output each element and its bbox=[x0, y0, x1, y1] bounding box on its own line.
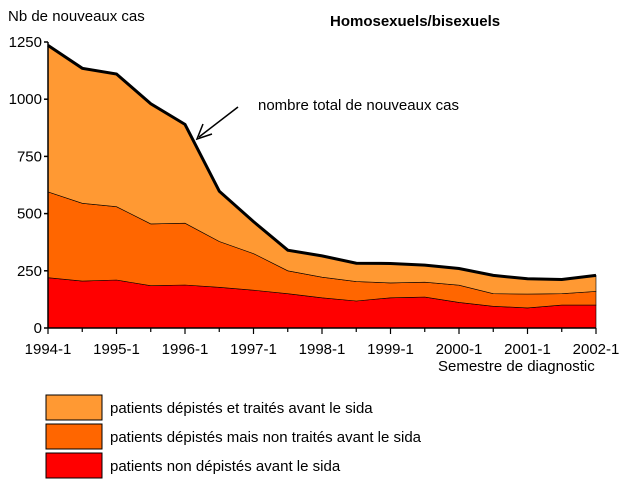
y-tick-label: 250 bbox=[17, 263, 42, 280]
y-tick-label: 1250 bbox=[9, 34, 42, 51]
legend: patients dépistés et traités avant le si… bbox=[45, 394, 422, 479]
legend-label: patients non dépistés avant le sida bbox=[110, 458, 341, 475]
x-tick-label: 1997-1 bbox=[230, 341, 277, 358]
x-tick-label: 2000-1 bbox=[436, 341, 483, 358]
annotation: nombre total de nouveaux cas bbox=[195, 97, 459, 141]
y-tick-label: 500 bbox=[17, 206, 42, 223]
y-axis-label: Nb de nouveaux cas bbox=[8, 8, 145, 25]
legend-swatch bbox=[45, 423, 103, 450]
total-line bbox=[47, 44, 597, 282]
annotation-arrow-head bbox=[195, 123, 213, 141]
annotation-arrow-shaft bbox=[198, 106, 239, 138]
x-axis-label: Semestre de diagnostic bbox=[438, 358, 595, 375]
x-tick-label: 1999-1 bbox=[367, 341, 414, 358]
x-tick-label: 1995-1 bbox=[93, 341, 140, 358]
legend-swatch bbox=[45, 394, 103, 421]
legend-swatch bbox=[45, 452, 103, 479]
x-tick-label: 1996-1 bbox=[162, 341, 209, 358]
y-tick-label: 1000 bbox=[9, 91, 42, 108]
legend-label: patients dépistés et traités avant le si… bbox=[110, 400, 373, 417]
x-tick-label: 1994-1 bbox=[25, 341, 72, 358]
chart-title: Homosexuels/bisexuels bbox=[330, 13, 500, 30]
y-tick-label: 0 bbox=[34, 320, 42, 337]
x-tick-label: 2002-1 bbox=[573, 341, 620, 358]
legend-label: patients dépistés mais non traités avant… bbox=[110, 429, 422, 446]
areas-layer bbox=[47, 44, 597, 329]
x-tick-label: 1998-1 bbox=[299, 341, 346, 358]
y-ticks: 0 250 500 750 1000 1250 bbox=[9, 34, 48, 337]
y-tick-label: 750 bbox=[17, 148, 42, 165]
x-ticks: 1994-1 1995-1 1996-1 1997-1 1998-1 1999-1 2000… bbox=[25, 328, 620, 358]
x-tick-label: 2001-1 bbox=[504, 341, 551, 358]
annotation-text: nombre total de nouveaux cas bbox=[258, 97, 459, 114]
